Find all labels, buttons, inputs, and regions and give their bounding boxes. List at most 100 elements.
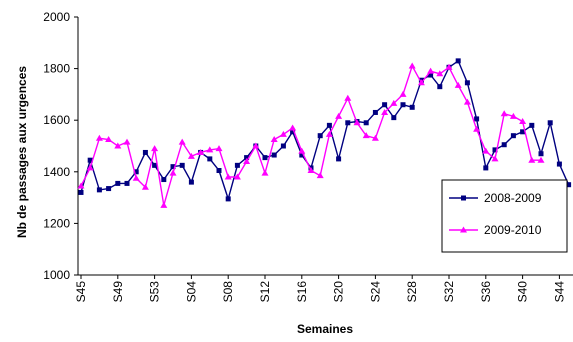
- data-point: [207, 156, 213, 162]
- data-point: [362, 132, 370, 139]
- data-point: [371, 134, 379, 141]
- x-tick-label: S04: [184, 281, 198, 303]
- series-line: [80, 59, 570, 202]
- x-tick-label: S08: [221, 281, 235, 303]
- data-point: [399, 90, 407, 97]
- x-tick-label: S20: [332, 281, 346, 303]
- x-tick-label: S49: [111, 281, 125, 303]
- data-point: [307, 167, 315, 174]
- data-point: [537, 156, 545, 163]
- data-point: [86, 164, 94, 171]
- data-point: [501, 142, 507, 148]
- y-tick-label: 1600: [43, 113, 70, 127]
- data-point: [454, 81, 462, 88]
- data-point: [463, 98, 471, 105]
- data-point: [455, 58, 461, 64]
- data-point: [520, 129, 526, 135]
- data-point: [566, 182, 572, 188]
- data-point: [519, 117, 527, 124]
- data-point: [197, 148, 205, 155]
- data-point: [133, 169, 139, 175]
- data-point: [124, 180, 130, 186]
- data-point: [123, 138, 131, 145]
- legend: 2008-2009 2009-2010: [441, 179, 568, 253]
- data-point: [206, 146, 214, 153]
- data-point: [216, 168, 222, 174]
- x-tick-label: S28: [405, 281, 419, 303]
- data-point: [299, 152, 305, 158]
- data-point: [556, 161, 562, 167]
- data-point: [428, 72, 434, 78]
- data-point: [353, 119, 361, 126]
- legend-box: [441, 179, 568, 253]
- data-point: [317, 133, 323, 139]
- y-axis-title-group: Nb de passages aux urgences: [15, 66, 29, 238]
- data-point: [290, 129, 296, 135]
- data-point: [262, 155, 268, 161]
- y-tick-label: 1400: [43, 165, 70, 179]
- data-point: [225, 196, 231, 202]
- data-point: [436, 70, 444, 77]
- series-1: [77, 62, 545, 208]
- data-point: [408, 62, 416, 69]
- y-tick-label: 1000: [43, 268, 70, 282]
- data-point: [261, 169, 269, 176]
- data-point: [391, 115, 397, 121]
- data-point: [382, 102, 388, 108]
- x-tick-label: S24: [368, 281, 382, 303]
- data-point: [114, 142, 122, 149]
- data-point: [106, 186, 112, 192]
- x-tick-label: S36: [479, 281, 493, 303]
- y-ticks: 1000 1200 1400 1600 1800 2000: [43, 10, 78, 282]
- legend-label: 2009-2010: [484, 223, 542, 237]
- legend-items: 2008-2009 2009-2010: [449, 191, 542, 237]
- data-point: [142, 149, 148, 155]
- legend-marker: [460, 226, 467, 233]
- x-ticks: S45 S49 S53 S04 S08 S12 S16 S20 S24 S28 S32 S36 S40 S…: [74, 275, 566, 302]
- data-point: [224, 173, 232, 180]
- data-point: [160, 201, 168, 208]
- data-point: [170, 164, 176, 170]
- data-point: [87, 157, 93, 163]
- data-point: [445, 63, 453, 70]
- data-point: [152, 162, 158, 168]
- data-point: [280, 143, 286, 149]
- data-point: [234, 162, 240, 168]
- x-tick-label: S40: [516, 281, 530, 303]
- data-point: [141, 183, 149, 190]
- data-point: [528, 156, 536, 163]
- data-point: [345, 120, 351, 126]
- data-point: [188, 179, 194, 185]
- data-point: [252, 142, 260, 149]
- data-point: [178, 138, 186, 145]
- data-point: [271, 152, 277, 158]
- data-point: [279, 130, 287, 137]
- legend-item: 2009-2010: [449, 223, 542, 237]
- data-point: [78, 189, 84, 195]
- data-point: [326, 122, 332, 128]
- y-tick-label: 1200: [43, 216, 70, 230]
- data-point: [437, 84, 443, 90]
- data-point: [510, 133, 516, 139]
- data-point: [492, 147, 498, 153]
- data-point: [400, 102, 406, 108]
- y-axis-title: Nb de passages aux urgences: [15, 66, 29, 238]
- data-point: [325, 130, 333, 137]
- data-point: [344, 94, 352, 101]
- legend-item: 2008-2009: [449, 191, 542, 205]
- x-tick-label: S16: [295, 281, 309, 303]
- data-point: [233, 173, 241, 180]
- x-tick-label: S12: [258, 281, 272, 303]
- data-point: [95, 134, 103, 141]
- series-layer: [77, 58, 572, 208]
- series-0: [78, 58, 572, 202]
- data-point: [215, 145, 223, 152]
- data-point: [363, 120, 369, 126]
- x-tick-label: S32: [442, 281, 456, 303]
- data-point: [179, 162, 185, 168]
- data-point: [298, 147, 306, 154]
- data-point: [491, 155, 499, 162]
- data-point: [509, 112, 517, 119]
- data-point: [538, 151, 544, 157]
- data-point: [390, 99, 398, 106]
